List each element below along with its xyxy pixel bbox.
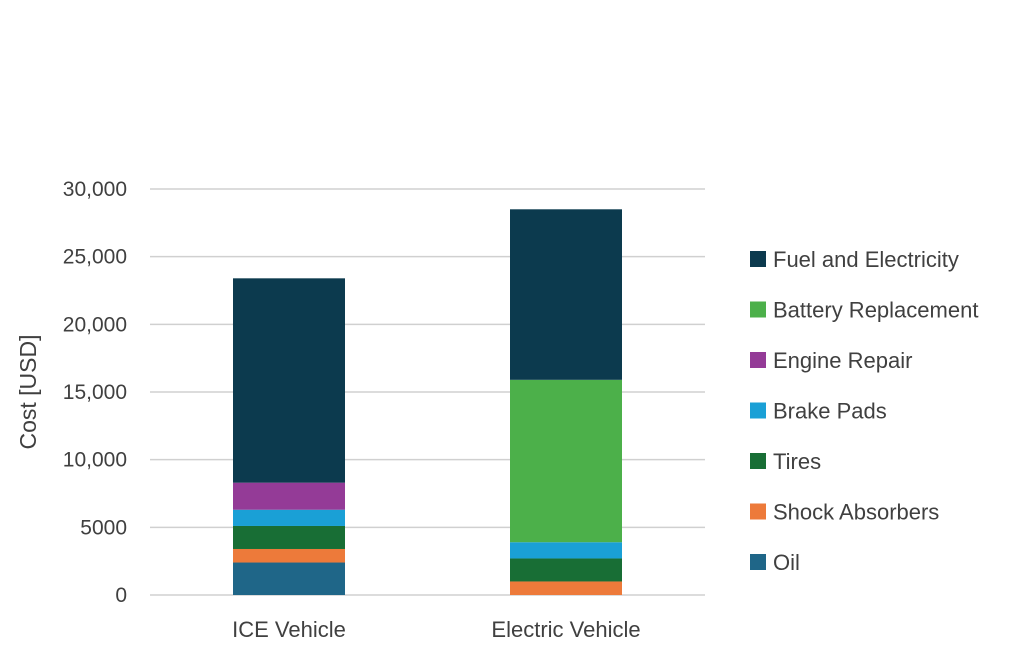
bar-segment xyxy=(233,525,345,549)
y-tick-label: 30,000 xyxy=(63,178,127,201)
x-category-label: Electric Vehicle xyxy=(491,617,640,642)
y-tick-label: 20,000 xyxy=(63,313,127,336)
bar-segment xyxy=(510,542,622,559)
legend: Fuel and Electricity Battery Replacement E… xyxy=(750,247,978,575)
legend-swatch xyxy=(750,251,766,267)
legend-label: Oil xyxy=(773,550,800,575)
legend-label: Battery Replacement xyxy=(773,298,978,323)
bar-segment xyxy=(510,558,622,582)
bar-segment xyxy=(233,482,345,510)
bar-segment xyxy=(510,379,622,543)
y-tick-label: 0 xyxy=(115,584,127,607)
y-axis-ticks: 0 5000 10,000 15,000 20,000 25,000 30,000 xyxy=(63,178,127,607)
legend-swatch xyxy=(750,402,766,419)
legend-swatch xyxy=(750,503,766,520)
y-tick-label: 25,000 xyxy=(63,246,127,269)
legend-swatch xyxy=(750,453,766,469)
bar-segment xyxy=(233,278,345,483)
legend-swatch xyxy=(750,352,766,368)
x-axis-categories: ICE Vehicle Electric Vehicle xyxy=(232,617,640,642)
bars xyxy=(233,209,622,595)
legend-label: Fuel and Electricity xyxy=(773,247,959,272)
y-tick-label: 10,000 xyxy=(63,449,127,472)
bar-segment xyxy=(233,509,345,526)
bar-segment xyxy=(510,209,622,380)
legend-label: Shock Absorbers xyxy=(773,500,939,525)
legend-label: Brake Pads xyxy=(773,399,887,424)
x-category-label: ICE Vehicle xyxy=(232,617,346,642)
bar-segment xyxy=(510,581,622,595)
y-tick-label: 5000 xyxy=(80,516,127,539)
bar-segment xyxy=(233,562,345,595)
y-tick-label: 15,000 xyxy=(63,381,127,404)
legend-label: Engine Repair xyxy=(773,348,912,373)
legend-swatch xyxy=(750,554,766,570)
legend-swatch xyxy=(750,301,766,318)
y-axis-title: Cost [USD] xyxy=(15,334,41,449)
bar-segment xyxy=(233,548,345,563)
legend-label: Tires xyxy=(773,449,821,474)
